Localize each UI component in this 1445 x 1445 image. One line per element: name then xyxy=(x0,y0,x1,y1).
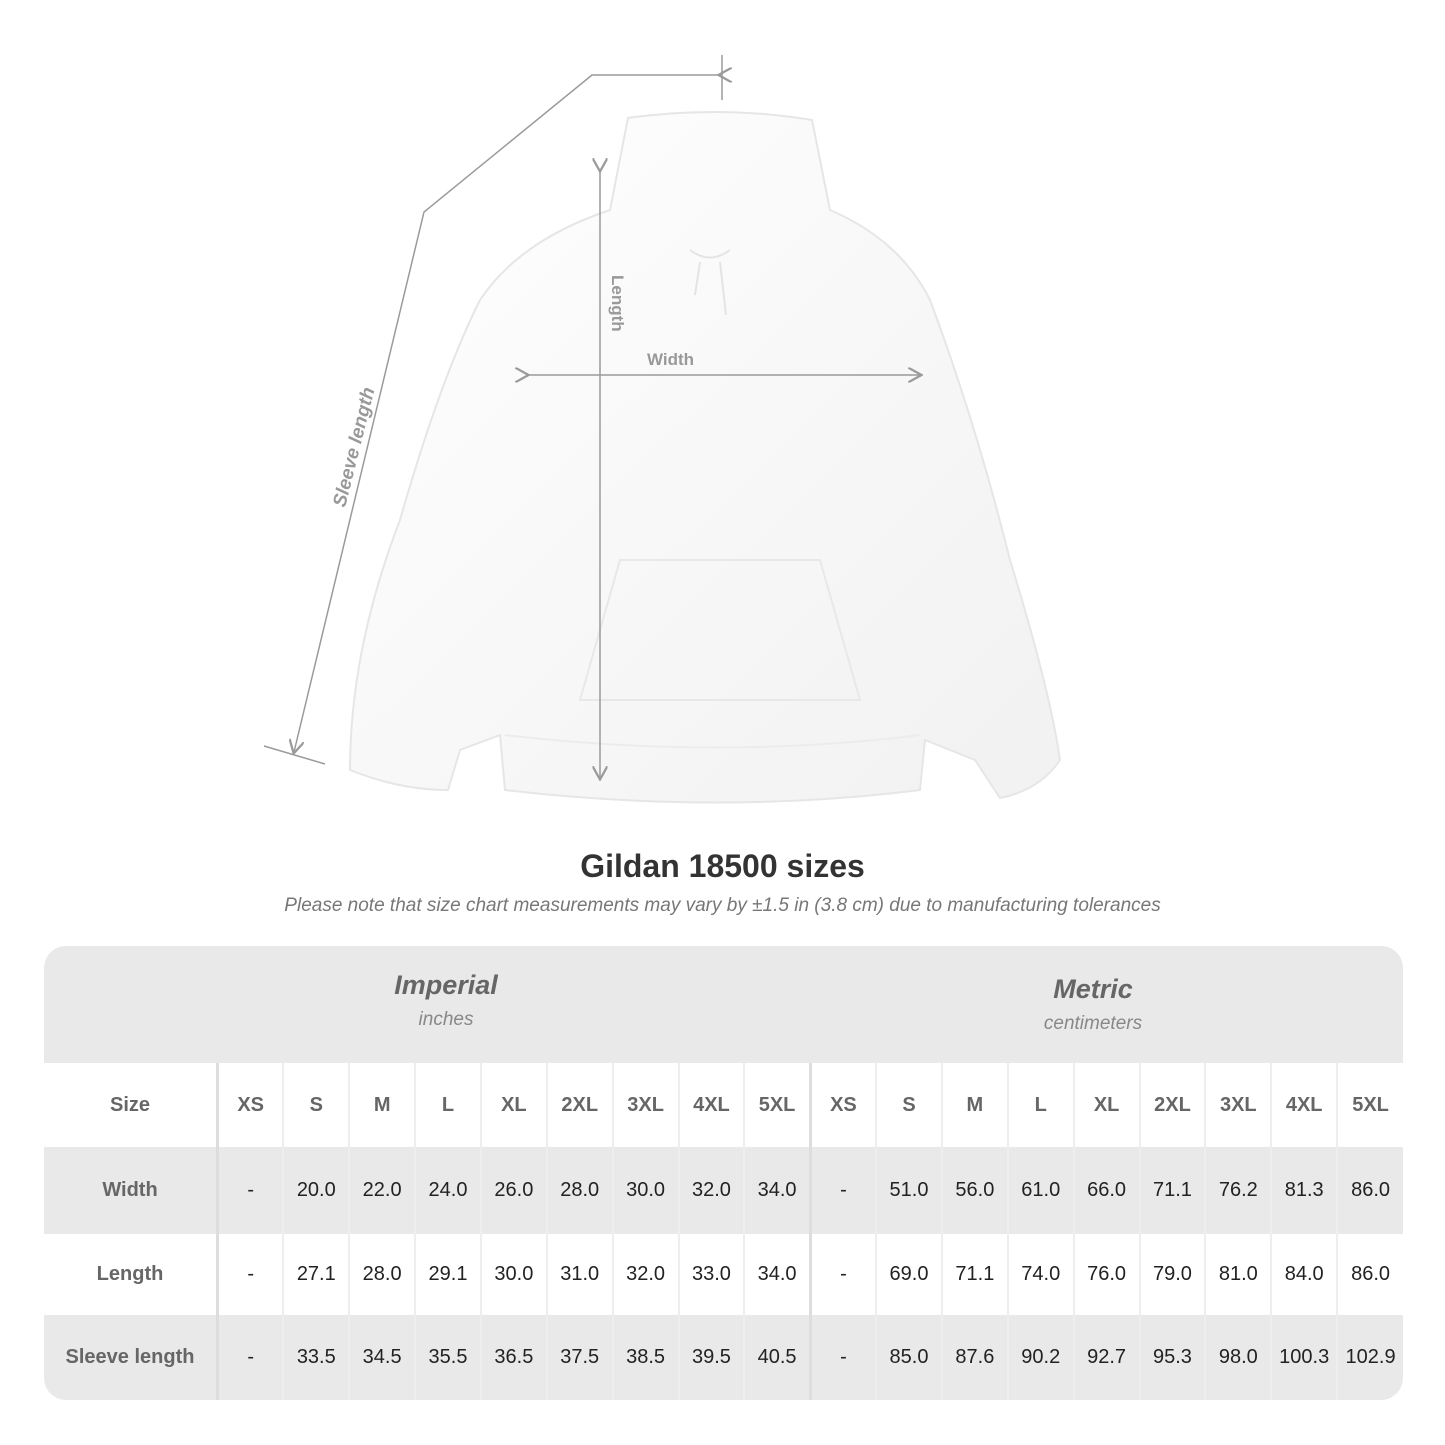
imperial-value: 40.5 xyxy=(743,1315,811,1400)
imperial-size-3XL: 3XL xyxy=(611,1063,679,1147)
metric-size-S: S xyxy=(875,1063,942,1147)
imperial-value: 28.0 xyxy=(545,1147,613,1234)
imperial-value: 26.0 xyxy=(479,1147,547,1234)
metric-value: 79.0 xyxy=(1138,1234,1206,1315)
metric-header: Metric centimeters xyxy=(810,974,1376,1035)
imperial-value: 39.5 xyxy=(677,1315,745,1400)
imperial-value: 24.0 xyxy=(414,1147,481,1234)
metric-value: 87.6 xyxy=(940,1315,1008,1400)
metric-title: Metric xyxy=(1053,974,1133,1004)
imperial-size-2XL: 2XL xyxy=(545,1063,613,1147)
imperial-size-M: M xyxy=(348,1063,416,1147)
metric-value: 102.9 xyxy=(1336,1315,1403,1400)
metric-value: 69.0 xyxy=(875,1234,942,1315)
imperial-value: 33.0 xyxy=(677,1234,745,1315)
metric-value: - xyxy=(808,1147,877,1234)
imperial-unit: inches xyxy=(418,1009,474,1030)
metric-value: 66.0 xyxy=(1072,1147,1140,1234)
metric-size-3XL: 3XL xyxy=(1204,1063,1272,1147)
imperial-value: 34.0 xyxy=(743,1234,811,1315)
width-label: Width xyxy=(647,350,694,369)
metric-value: 51.0 xyxy=(875,1147,942,1234)
metric-value: 92.7 xyxy=(1072,1315,1140,1400)
sleeve-length-label: Sleeve length xyxy=(329,385,379,509)
metric-unit: centimeters xyxy=(1043,1013,1143,1034)
imperial-value: 36.5 xyxy=(479,1315,547,1400)
metric-value: 81.0 xyxy=(1204,1234,1272,1315)
hoodie-diagram: Length Width Sleeve length xyxy=(263,55,1062,804)
metric-size-M: M xyxy=(940,1063,1008,1147)
imperial-size-XS: XS xyxy=(216,1063,284,1147)
length-label: Length xyxy=(608,275,627,332)
imperial-value: 31.0 xyxy=(545,1234,613,1315)
metric-size-4XL: 4XL xyxy=(1270,1063,1338,1147)
hoodie-image xyxy=(348,110,1062,804)
imperial-size-S: S xyxy=(282,1063,350,1147)
imperial-value: 38.5 xyxy=(611,1315,679,1400)
metric-size-5XL: 5XL xyxy=(1336,1063,1403,1147)
metric-value: 86.0 xyxy=(1336,1234,1403,1315)
imperial-value: 35.5 xyxy=(414,1315,481,1400)
imperial-value: 29.1 xyxy=(414,1234,481,1315)
metric-value: 61.0 xyxy=(1006,1147,1074,1234)
row-label: Sleeve length xyxy=(44,1315,219,1400)
size-header-row: Size XS S M L XL 2XL 3XL 4XL 5XL XS S M L XL 2XL 3XL 4XL 5… xyxy=(44,1063,1403,1147)
row-label: Length xyxy=(44,1234,219,1315)
row-label: Width xyxy=(44,1147,219,1234)
table-row: Sleeve length -33.5 34.5 35.5 36.5 37.5 38.5 39… xyxy=(44,1315,1403,1400)
imperial-value: 30.0 xyxy=(479,1234,547,1315)
size-header-label: Size xyxy=(44,1063,219,1147)
metric-value: 86.0 xyxy=(1336,1147,1403,1234)
imperial-header: Imperial inches xyxy=(216,970,676,1031)
sleeve-measure-line xyxy=(263,55,722,765)
imperial-size-XL: XL xyxy=(479,1063,547,1147)
imperial-value: 30.0 xyxy=(611,1147,679,1234)
metric-size-XS: XS xyxy=(808,1063,877,1147)
metric-value: 76.0 xyxy=(1072,1234,1140,1315)
metric-size-XL: XL xyxy=(1072,1063,1140,1147)
size-table: Size XS S M L XL 2XL 3XL 4XL 5XL XS S M L XL 2XL 3XL 4XL 5… xyxy=(44,1063,1403,1400)
metric-value: 81.3 xyxy=(1270,1147,1338,1234)
metric-value: 85.0 xyxy=(875,1315,942,1400)
imperial-value: 32.0 xyxy=(611,1234,679,1315)
metric-size-L: L xyxy=(1006,1063,1074,1147)
unit-header-band xyxy=(44,946,1403,1063)
metric-value: 98.0 xyxy=(1204,1315,1272,1400)
imperial-size-4XL: 4XL xyxy=(677,1063,745,1147)
size-chart: Imperial inches Metric centimeters Size X… xyxy=(44,946,1403,1400)
imperial-value: 28.0 xyxy=(348,1234,416,1315)
imperial-value: 22.0 xyxy=(348,1147,416,1234)
metric-value: - xyxy=(808,1315,877,1400)
table-row: Width -20.0 22.0 24.0 26.0 28.0 30.0 32.0 34.0-5… xyxy=(44,1147,1403,1234)
metric-value: 71.1 xyxy=(940,1234,1008,1315)
imperial-value: 34.5 xyxy=(348,1315,416,1400)
imperial-value: - xyxy=(216,1315,284,1400)
imperial-value: 27.1 xyxy=(282,1234,350,1315)
table-row: Length -27.1 28.0 29.1 30.0 31.0 32.0 33.0 34.0-… xyxy=(44,1234,1403,1315)
imperial-value: 34.0 xyxy=(743,1147,811,1234)
page-title: Gildan 18500 sizes xyxy=(580,848,865,884)
metric-value: 74.0 xyxy=(1006,1234,1074,1315)
imperial-value: - xyxy=(216,1147,284,1234)
metric-value: 71.1 xyxy=(1138,1147,1206,1234)
imperial-value: 37.5 xyxy=(545,1315,613,1400)
tolerance-note: Please note that size chart measurements… xyxy=(284,895,1161,916)
metric-value: 90.2 xyxy=(1006,1315,1074,1400)
metric-size-2XL: 2XL xyxy=(1138,1063,1206,1147)
metric-value: - xyxy=(808,1234,877,1315)
imperial-size-5XL: 5XL xyxy=(743,1063,811,1147)
imperial-value: 20.0 xyxy=(282,1147,350,1234)
metric-value: 95.3 xyxy=(1138,1315,1206,1400)
metric-value: 100.3 xyxy=(1270,1315,1338,1400)
metric-value: 76.2 xyxy=(1204,1147,1272,1234)
imperial-size-L: L xyxy=(414,1063,481,1147)
metric-value: 56.0 xyxy=(940,1147,1008,1234)
metric-value: 84.0 xyxy=(1270,1234,1338,1315)
imperial-value: - xyxy=(216,1234,284,1315)
imperial-title: Imperial xyxy=(394,970,498,1000)
imperial-value: 33.5 xyxy=(282,1315,350,1400)
imperial-value: 32.0 xyxy=(677,1147,745,1234)
